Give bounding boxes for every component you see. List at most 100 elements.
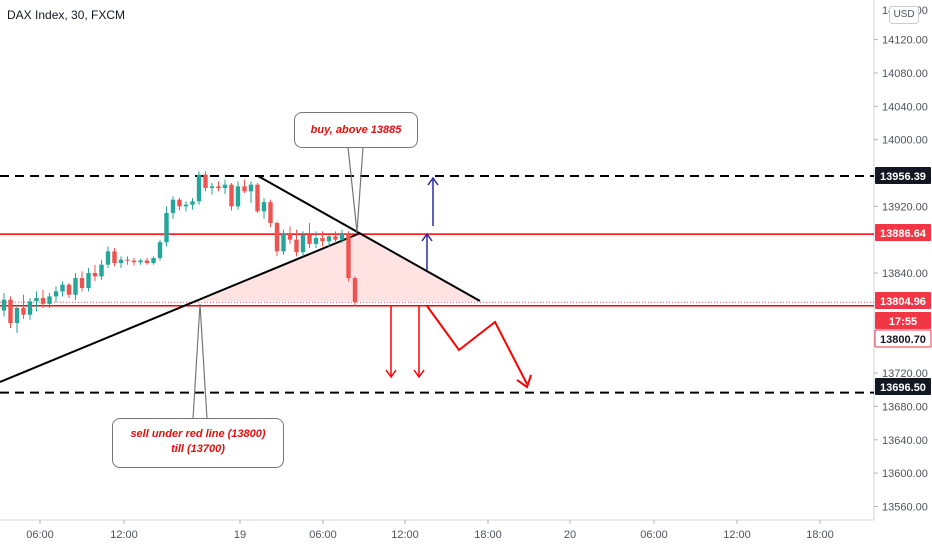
candle-up [164,213,169,243]
y-tick-label: 13680.00 [882,401,928,413]
candle-up [183,204,189,207]
candle-up [1,299,7,311]
candle-up [47,296,52,304]
buy-callout: buy, above 13885 [294,112,418,148]
y-tick-label: 14040.00 [882,101,928,113]
candle-up [86,273,91,289]
x-tick-label: 19 [234,529,246,541]
candle-down [203,174,208,188]
buy-callout-pointer [347,146,364,233]
candle-down [144,260,150,264]
x-tick-label: 06:00 [309,529,337,541]
candle-down [287,233,293,240]
candle-up [339,233,345,240]
chart-title: DAX Index, 30, FXCM [7,8,126,22]
candle-down [79,278,85,289]
red-zigzag-projection [426,305,528,385]
candle-down [268,202,273,224]
candle-up [73,278,78,295]
sell-callout: sell under red line (13800) till (13700) [112,418,284,468]
price-label-text: 17:55 [889,316,917,328]
descending-trendline [257,175,481,302]
x-tick-label: 18:00 [474,529,502,541]
candle-up [190,201,195,205]
candle-down [320,238,325,242]
blue-up-arrow-head [421,232,433,242]
candle-down [255,184,260,212]
candle-up [118,259,124,264]
sell-callout-line1: sell under red line (13800) [130,428,266,440]
candle-down [66,284,72,295]
candle-up [138,260,143,263]
candle-up [209,186,215,188]
candle-up [222,184,228,188]
candle-up [281,233,286,252]
x-tick-label: 12:00 [110,529,138,541]
x-tick-label: 06:00 [640,529,668,541]
candle-up [300,234,306,253]
price-label-box [875,292,931,309]
price-label-text: 13800.70 [880,334,926,346]
y-tick-label: 13720.00 [882,368,928,380]
price-label-box [875,224,931,241]
candle-down [294,239,299,253]
x-tick-label: 12:00 [723,529,751,541]
candle-down [8,299,13,324]
candle-down [21,308,26,315]
y-tick-label: 13560.00 [882,501,928,513]
x-tick-label: 12:00 [391,529,419,541]
candle-up [53,291,59,297]
price-label-text: 13956.39 [880,171,926,183]
price-label-box [875,312,931,329]
candle-up [34,298,39,302]
candle-up [235,186,241,207]
price-label-box [875,167,931,184]
candle-up [196,174,202,202]
y-tick-label: 13640.00 [882,435,928,447]
currency-button[interactable]: USD [889,6,919,24]
candle-down [125,259,130,261]
ascending-trendline [0,233,359,383]
sell-callout-pointer [192,303,208,420]
blue-up-arrow-head [427,176,439,186]
candle-down [177,199,182,207]
y-tick-label: 14080.00 [882,68,928,80]
candle-down [333,236,338,240]
candle-up [326,236,332,242]
candle-up [105,251,111,265]
candle-up [99,264,104,277]
candle-down [92,273,98,277]
x-tick-label: 18:00 [806,529,834,541]
candle-down [352,278,358,303]
price-label-text: 13886.64 [880,228,927,240]
candle-down [274,223,280,252]
candle-down [346,233,351,279]
candle-up [27,301,33,315]
price-label-box [874,329,932,348]
y-tick-label: 14000.00 [882,135,928,147]
x-tick-label: 06:00 [26,529,54,541]
candle-up [151,258,156,264]
red-zigzag-arrowhead [516,374,532,389]
candle-down [131,260,137,263]
candle-up [313,238,319,244]
red-down-arrow-head [385,369,397,379]
y-tick-label: 13920.00 [882,201,928,213]
price-label-text: 13804.96 [880,296,926,308]
candle-up [157,242,163,259]
candle-up [14,308,20,324]
candle-down [216,186,221,188]
y-tick-label: 13600.00 [882,468,928,480]
candle-up [60,284,65,292]
candle-up [248,184,254,192]
candle-down [307,234,312,244]
price-label-text: 13696.50 [880,382,926,394]
red-down-arrow-head [413,369,425,379]
y-tick-label: 13840.00 [882,268,928,280]
candle-down [40,298,46,304]
candle-up [170,199,176,214]
candle-down [242,186,247,192]
candle-up [261,202,267,212]
candle-down [229,184,234,207]
